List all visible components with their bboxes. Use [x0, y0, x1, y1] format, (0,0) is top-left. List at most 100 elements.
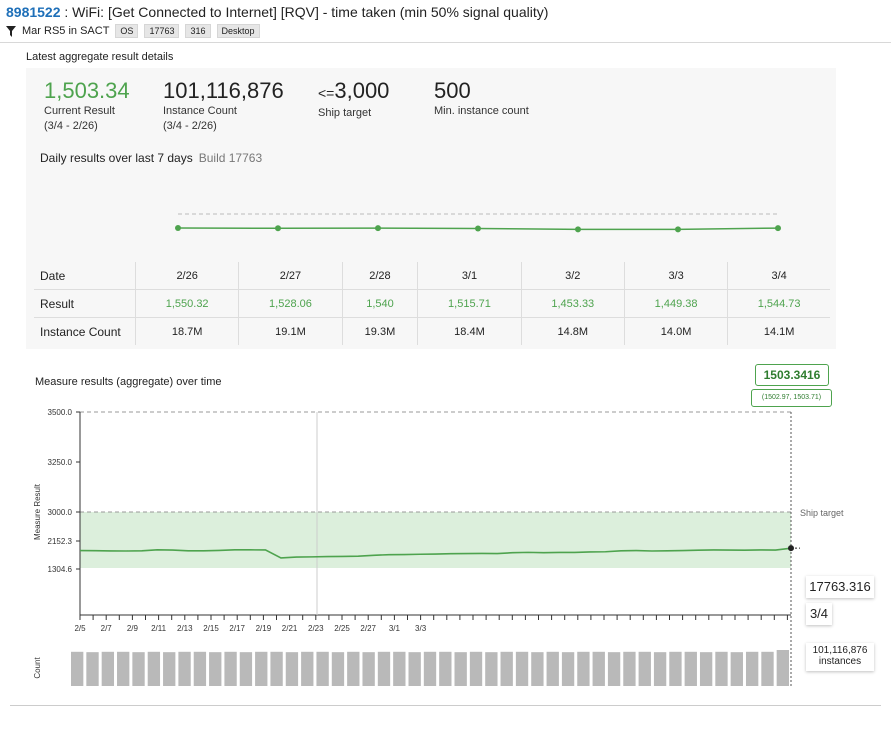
x-tick-label: 2/15 [203, 624, 219, 633]
count-bar [561, 652, 575, 686]
current-result-value: 1,503.34 [44, 78, 130, 103]
count-bar [224, 651, 237, 686]
instances-label: instances [818, 656, 862, 667]
latest-section-title: Latest aggregate result details [26, 51, 174, 63]
current-value-badge: 1503.3416 [755, 364, 829, 386]
count-bar [699, 652, 713, 686]
count-bar [147, 651, 161, 686]
tag-revision: 316 [185, 24, 211, 38]
count-bar [301, 651, 314, 686]
sparkline-point [375, 225, 381, 232]
count-bar [408, 652, 421, 686]
row-header-result: Result [34, 289, 136, 318]
summary-card: 1,503.34 Current Result (3/4 - 2/26) 101… [26, 68, 836, 349]
header-divider [0, 42, 891, 43]
date-cell: 2/26 [134, 262, 239, 290]
x-tick-label: 2/21 [282, 624, 298, 633]
result-cell: 1,544.73 [727, 289, 830, 318]
x-tick-label: 2/27 [360, 624, 376, 633]
count-bar [193, 651, 207, 686]
tag-os: OS [115, 24, 139, 38]
count-bar [239, 652, 253, 686]
ship-target-prefix: <= [318, 85, 335, 101]
count-bar [423, 651, 437, 686]
count-cell: 19.3M [341, 317, 418, 345]
date-box: 3/4 [806, 603, 832, 625]
x-tick-label: 2/19 [256, 624, 272, 633]
count-bar [117, 651, 130, 686]
count-bar [255, 651, 268, 686]
measure-chart-title: Measure results (aggregate) over time [35, 376, 222, 388]
count-bar [270, 651, 283, 686]
instance-count-label: Instance Count [163, 105, 237, 117]
sparkline-point [575, 226, 581, 233]
count-bar [684, 651, 697, 686]
sparkline-point [675, 226, 681, 233]
ship-target-label: Ship target [318, 107, 372, 119]
count-bar [331, 652, 345, 686]
count-bar [669, 651, 682, 686]
table-row-result: Result 1,550.32 1,528.06 1,540 1,515.71 … [34, 289, 830, 318]
count-cell: 14.1M [727, 317, 830, 345]
count-axis-label: Count [33, 657, 42, 679]
count-cell: 19.1M [238, 317, 343, 345]
sparkline-point [275, 225, 281, 232]
instances-box: 101,116,876 instances [806, 643, 874, 671]
count-bar [730, 652, 743, 686]
count-bar [577, 651, 590, 686]
x-tick-label: 3/3 [415, 624, 427, 633]
build-box: 17763.316 [806, 576, 874, 598]
measure-id-link[interactable]: 8981522 [6, 4, 61, 20]
count-bar [393, 651, 406, 686]
daily-results-label: Daily results over last 7 days [40, 151, 193, 165]
measure-title: : WiFi: [Get Connected to Internet] [RQV… [60, 4, 549, 20]
filter-icon[interactable] [6, 25, 16, 37]
date-cell: 3/3 [623, 262, 728, 290]
count-bar [469, 651, 483, 686]
footer-divider [10, 705, 881, 706]
count-bar [592, 651, 605, 686]
filter-bar: Mar RS5 in SACT OS 17763 316 Desktop [6, 24, 260, 38]
current-result-label: Current Result [44, 105, 115, 117]
count-bar [439, 651, 452, 686]
table-row-date: Date 2/26 2/27 2/28 3/1 3/2 3/3 3/4 [34, 262, 830, 290]
count-cell: 14.0M [623, 317, 728, 345]
min-instance-metric: 500 Min. instance count [434, 78, 529, 119]
count-bar [71, 651, 84, 686]
count-bar [745, 651, 759, 686]
count-bar [485, 652, 498, 686]
x-tick-label: 2/13 [177, 624, 193, 633]
x-tick-label: 2/25 [334, 624, 350, 633]
x-tick-label: 2/7 [101, 624, 113, 633]
x-tick-label: 2/11 [151, 624, 167, 633]
result-cell: 1,528.06 [238, 289, 343, 318]
y-tick-label: 2152.3 [48, 537, 73, 546]
date-cell: 3/2 [520, 262, 625, 290]
date-cell: 2/28 [341, 262, 418, 290]
current-result-range: (3/4 - 2/26) [44, 120, 98, 132]
instances-value: 101,116,876 [812, 645, 868, 656]
instance-count-range: (3/4 - 2/26) [163, 120, 217, 132]
page-title: 8981522 : WiFi: [Get Connected to Intern… [6, 4, 548, 20]
result-cell: 1,515.71 [417, 289, 522, 318]
row-header-date: Date [34, 262, 136, 290]
count-bar [546, 651, 559, 686]
filter-label: Mar RS5 in SACT [22, 25, 110, 37]
x-tick-label: 2/9 [127, 624, 139, 633]
ship-target-band [80, 512, 791, 568]
count-bar [515, 651, 529, 686]
count-bar [178, 651, 191, 686]
ship-target-value: 3,000 [334, 78, 390, 103]
count-cell: 18.7M [134, 317, 239, 345]
instance-count-value: 101,116,876 [163, 78, 284, 103]
count-bar [531, 652, 544, 686]
x-tick-label: 2/17 [229, 624, 245, 633]
x-tick-label: 2/23 [308, 624, 324, 633]
count-bar [653, 652, 667, 686]
count-bar [285, 652, 299, 686]
sparkline-point [175, 224, 181, 231]
count-bar [163, 652, 176, 686]
count-bar [377, 651, 391, 686]
y-tick-label: 3500.0 [48, 408, 73, 417]
y-axis-label: Measure Result [33, 483, 42, 540]
